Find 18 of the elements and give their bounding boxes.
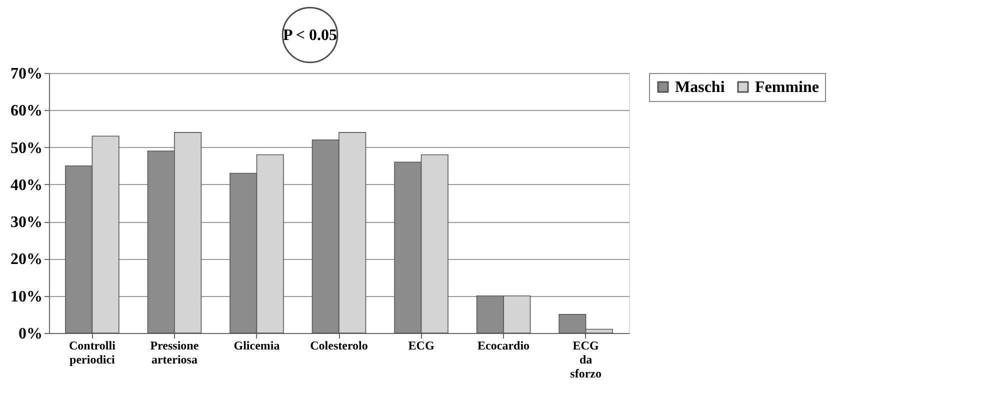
x-tick-label: Pressione arteriosa (150, 338, 200, 366)
x-tick-label: Controlli periodici (68, 338, 116, 366)
legend-label: Femmine (755, 79, 819, 96)
y-tick-label: 70% (10, 66, 42, 82)
x-tick-label: Glicemia (234, 338, 280, 352)
text: P < 0.05 (282, 27, 338, 44)
x-tick-label: Colesterolo (310, 338, 368, 352)
y-tick-label: 60% (10, 102, 42, 120)
x-tick-label: Ecocardio (478, 338, 530, 352)
y-tick-label: 40% (10, 176, 42, 194)
x-tick-label: ECG da sforzo (570, 338, 602, 380)
x-tick-label: ECG (408, 338, 434, 352)
legend-label: Maschi (675, 79, 726, 96)
y-tick-label: 50% (10, 140, 42, 157)
y-tick-label: 30% (10, 214, 42, 232)
y-tick-label: 0% (18, 326, 42, 342)
y-tick-label: 20% (10, 251, 42, 268)
y-tick-label: 10% (10, 288, 42, 306)
